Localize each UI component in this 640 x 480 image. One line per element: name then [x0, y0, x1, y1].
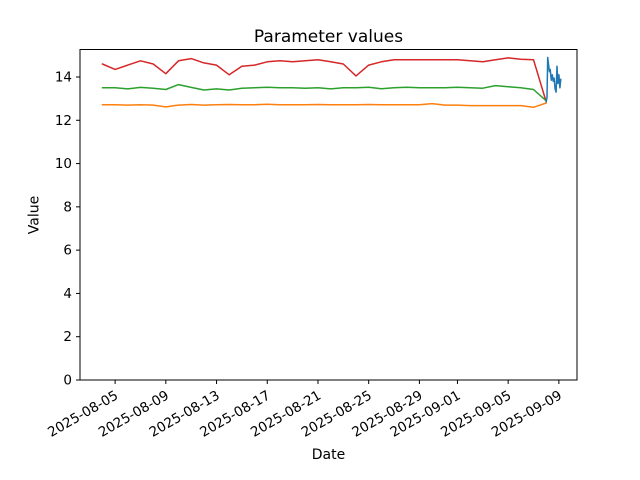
- series-line-green-parameter: [101, 83, 547, 102]
- y-tick-label: 14: [55, 69, 72, 85]
- y-tick-label: 0: [63, 373, 72, 389]
- y-tick-label: 6: [63, 243, 72, 259]
- series-line-orange-parameter: [101, 102, 547, 109]
- x-axis-label: Date: [311, 447, 346, 463]
- plot-area-border: [79, 49, 578, 381]
- series-line-red-parameter: [101, 57, 547, 103]
- series-line-blue-parameter: [545, 56, 562, 103]
- y-tick-label: 12: [55, 113, 72, 129]
- y-tick-label: 10: [55, 156, 72, 172]
- y-tick-label: 8: [63, 199, 72, 215]
- y-tick-label: 4: [63, 286, 72, 302]
- y-tick-label: 2: [63, 329, 72, 345]
- chart-title: Parameter values: [253, 27, 404, 47]
